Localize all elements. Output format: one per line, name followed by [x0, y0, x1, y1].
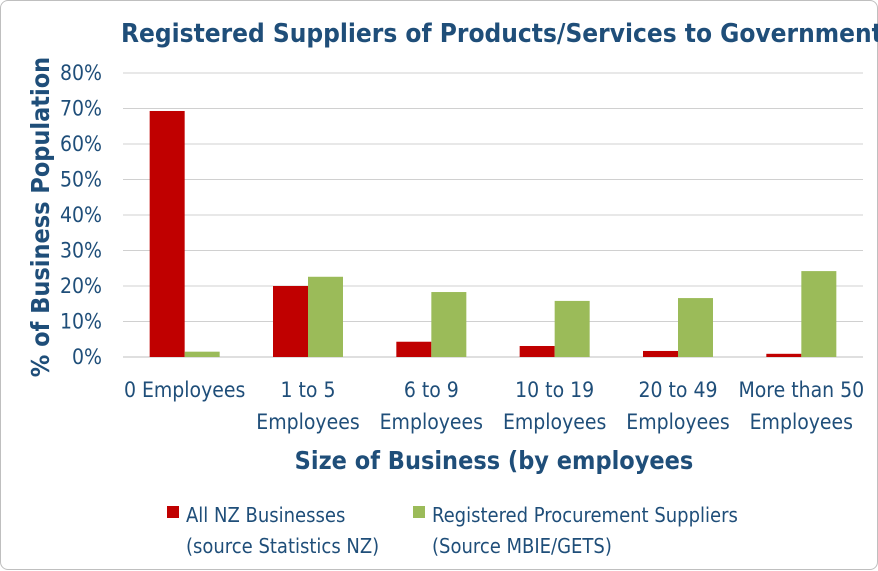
x-axis-ticks: 0 Employees 1 to 5 Employees 6 to 9 Employee…: [124, 378, 864, 434]
bar-all-nz-0: [149, 110, 185, 357]
y-axis-ticks: 0% 10% 20% 30% 40% 50% 60% 70% 80%: [60, 61, 102, 369]
bar-all-nz-4: [643, 350, 678, 357]
bar-registered-1: [308, 276, 343, 357]
legend: All NZ Businesses (source Statistics NZ) R…: [167, 503, 738, 558]
x-axis-title: Size of Business (by employees: [295, 446, 694, 475]
x-tick-label: More than 50: [738, 378, 864, 402]
legend-label: (Source MBIE/GETS): [432, 534, 612, 558]
bar-all-nz-1: [273, 286, 308, 357]
legend-swatch: [413, 506, 425, 518]
y-tick-label: 70%: [60, 97, 102, 121]
legend-label: All NZ Businesses: [186, 503, 345, 527]
x-tick-label: 1 to 5: [281, 378, 336, 402]
bar-all-nz-5: [766, 353, 802, 357]
x-tick-label: Employees: [503, 410, 606, 434]
y-tick-label: 30%: [60, 239, 102, 263]
bar-all-nz-3: [519, 345, 555, 357]
x-tick-label: Employees: [256, 410, 359, 434]
legend-label: (source Statistics NZ): [186, 534, 379, 558]
bar-registered-3: [554, 300, 590, 357]
legend-swatch: [167, 506, 179, 518]
y-tick-label: 0%: [72, 345, 102, 369]
x-tick-label: Employees: [626, 410, 729, 434]
y-axis-title: % of Business Population: [26, 57, 55, 377]
x-tick-label: 10 to 19: [515, 378, 594, 402]
y-tick-label: 10%: [60, 310, 102, 334]
y-tick-label: 80%: [60, 61, 102, 85]
bar-all-nz-2: [396, 341, 432, 357]
y-tick-label: 60%: [60, 132, 102, 156]
chart-title: Registered Suppliers of Products/Service…: [121, 19, 878, 49]
x-tick-label: Employees: [750, 410, 853, 434]
legend-label: Registered Procurement Suppliers: [432, 503, 738, 527]
y-tick-label: 20%: [60, 274, 102, 298]
bars: [149, 110, 837, 357]
bar-registered-0: [184, 351, 220, 357]
x-tick-label: 6 to 9: [404, 378, 459, 402]
bar-registered-4: [678, 298, 713, 357]
x-tick-label: 0 Employees: [124, 378, 245, 402]
x-tick-label: Employees: [380, 410, 483, 434]
bar-registered-5: [801, 271, 837, 357]
gridlines: [123, 72, 863, 358]
bar-registered-2: [431, 292, 467, 357]
y-tick-label: 40%: [60, 203, 102, 227]
y-tick-label: 50%: [60, 168, 102, 192]
x-tick-label: 20 to 49: [638, 378, 717, 402]
